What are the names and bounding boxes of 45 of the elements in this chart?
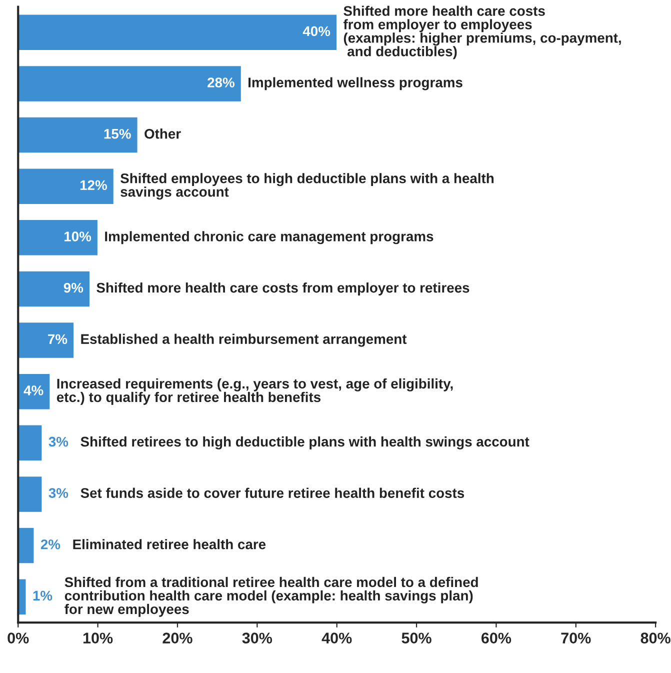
x-tick-label: 30%	[242, 632, 272, 644]
data-label: 1%	[33, 590, 52, 601]
x-tick-label: 50%	[402, 632, 432, 644]
data-label: 7%	[48, 334, 68, 344]
x-tick-label: 10%	[83, 632, 113, 644]
y-tick-label: Established a health reimbursement arrangement	[81, 334, 407, 347]
data-label: 12%	[80, 180, 107, 190]
bar	[18, 65, 242, 102]
x-tick-label: 0%	[8, 632, 29, 644]
bar	[18, 424, 42, 462]
bar	[18, 527, 34, 564]
bar	[18, 168, 114, 205]
data-label: 28%	[208, 78, 234, 88]
y-tick-label: Shifted retirees to high deductible plans with health swings account	[80, 436, 530, 450]
bar	[18, 219, 98, 256]
y-tick-label: Shifted more health care costs from employer to retirees	[96, 282, 470, 296]
bar	[18, 578, 26, 616]
data-label: 3%	[48, 436, 68, 447]
data-label: 40%	[302, 26, 330, 36]
x-tick-label: 70%	[561, 632, 591, 644]
y-tick-label: Shifted employees to high deductible plans with a health savings account	[120, 173, 494, 200]
y-tick-label: Other	[144, 128, 181, 139]
data-label: 15%	[104, 128, 131, 139]
y-tick-label: Implemented chronic care management programs	[105, 231, 434, 244]
bar	[18, 373, 50, 410]
bar	[18, 270, 90, 308]
data-label: 4%	[24, 386, 44, 396]
y-tick-label: Implemented wellness programs	[248, 77, 462, 90]
x-tick-label: 20%	[162, 632, 192, 644]
y-tick-label: Shifted more health care costs from employer to employees (examples: higher premiums, co-payment, and deductibles)	[343, 6, 621, 60]
y-tick-label: Increased requirements (e.g., years to vest, age of eligibility, etc.) to qualify for retiree health benefits	[56, 378, 453, 405]
bar	[18, 116, 138, 154]
bar	[18, 322, 74, 359]
y-tick-label: Shifted from a traditional retiree health care model to a defined contribution health care model (example: health savings plan) for new employees	[64, 576, 478, 617]
bar	[18, 476, 42, 513]
data-label: 10%	[64, 232, 92, 242]
data-label: 9%	[64, 282, 84, 293]
x-tick-label: 80%	[640, 632, 670, 644]
data-label: 2%	[40, 539, 60, 550]
y-tick-label: Set funds aside to cover future retiree health benefit costs	[80, 488, 464, 498]
bar	[18, 14, 338, 51]
x-tick-label: 60%	[481, 632, 512, 644]
y-tick-label: Eliminated retiree health care	[73, 539, 266, 550]
x-tick-label: 40%	[322, 632, 352, 644]
data-label: 3%	[48, 488, 68, 498]
